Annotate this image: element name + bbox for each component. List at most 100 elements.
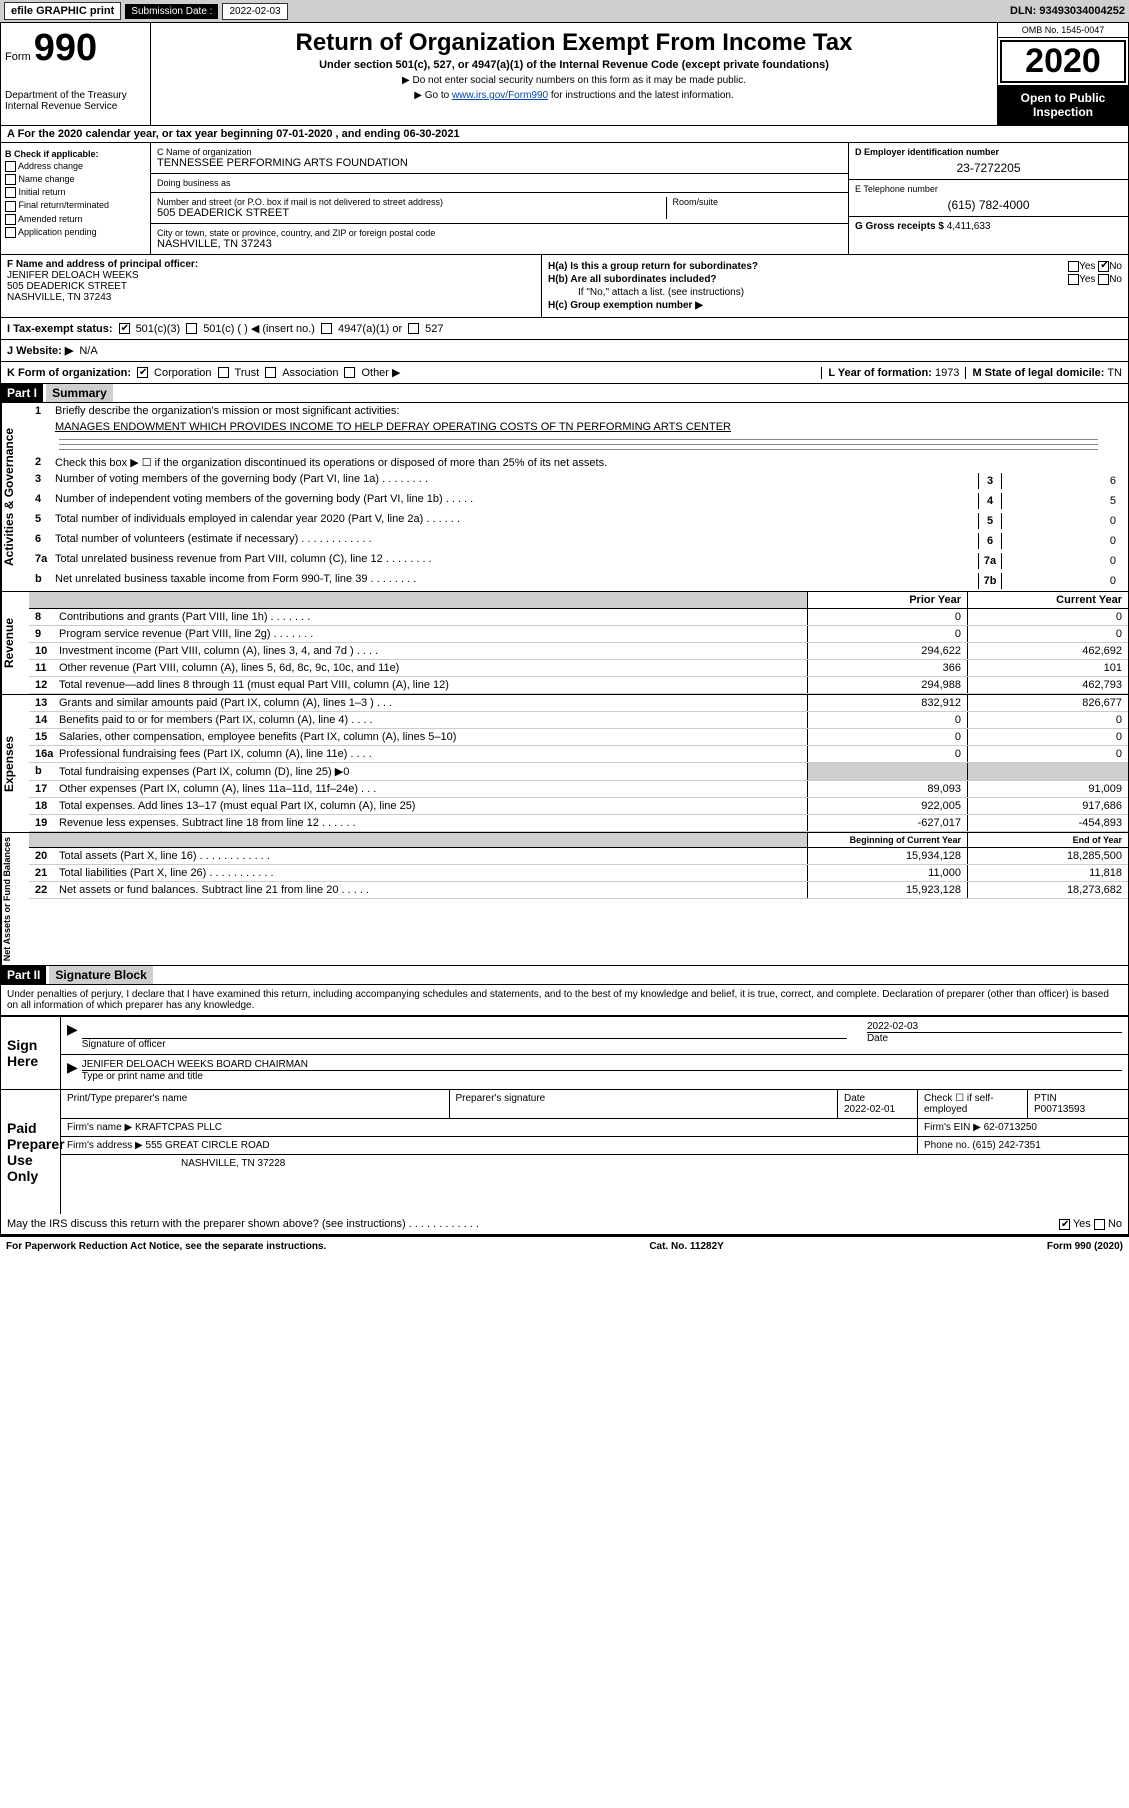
chk-corp[interactable]	[137, 367, 148, 378]
data-row: 9Program service revenue (Part VIII, lin…	[29, 626, 1128, 643]
sign-block: Sign Here ▶ Signature of officer 2022-02…	[1, 1016, 1128, 1089]
cat-no: Cat. No. 11282Y	[649, 1241, 723, 1252]
gov-row: 3Number of voting members of the governi…	[29, 471, 1128, 491]
data-row: 10Investment income (Part VIII, column (…	[29, 643, 1128, 660]
gov-row: 6Total number of volunteers (estimate if…	[29, 531, 1128, 551]
submission-label: Submission Date :	[125, 4, 218, 19]
chk-amended: Amended return	[5, 214, 146, 225]
arrow-icon: ▶	[67, 1059, 78, 1082]
dba-label: Doing business as	[157, 178, 842, 188]
officer-name: JENIFER DELOACH WEEKS	[7, 270, 535, 281]
chk-initial: Initial return	[5, 187, 146, 198]
data-row: 19Revenue less expenses. Subtract line 1…	[29, 815, 1128, 832]
ha-no[interactable]	[1098, 261, 1109, 272]
efile-button[interactable]: efile GRAPHIC print	[4, 2, 121, 20]
ha-yes[interactable]	[1068, 261, 1079, 272]
website: N/A	[79, 345, 97, 357]
chk-name: Name change	[5, 174, 146, 185]
data-row: 14Benefits paid to or for members (Part …	[29, 712, 1128, 729]
hb-yes[interactable]	[1068, 274, 1079, 285]
inspection-badge: Open to Public Inspection	[998, 85, 1128, 125]
ein-label: D Employer identification number	[855, 147, 1122, 157]
form-title: Return of Organization Exempt From Incom…	[161, 29, 987, 57]
discuss-no[interactable]	[1094, 1219, 1105, 1230]
officer-addr2: NASHVILLE, TN 37243	[7, 292, 535, 303]
row-k: K Form of organization: Corporation Trus…	[1, 362, 1128, 384]
irs-link[interactable]: www.irs.gov/Form990	[452, 90, 548, 101]
form-subtitle: Under section 501(c), 527, or 4947(a)(1)…	[161, 59, 987, 71]
row-i: I Tax-exempt status: 501(c)(3) 501(c) ( …	[1, 318, 1128, 340]
chk-address: Address change	[5, 161, 146, 172]
chk-501c[interactable]	[186, 323, 197, 334]
data-row: 13Grants and similar amounts paid (Part …	[29, 695, 1128, 712]
hb-no[interactable]	[1098, 274, 1109, 285]
section-h: H(a) Is this a group return for subordin…	[541, 255, 1128, 317]
mission: MANAGES ENDOWMENT WHICH PROVIDES INCOME …	[55, 421, 1122, 433]
footer: For Paperwork Reduction Act Notice, see …	[0, 1237, 1129, 1256]
chk-501c3[interactable]	[119, 323, 130, 334]
section-b: B Check if applicable: Address change Na…	[1, 143, 151, 254]
form-header: Form 990 Department of the Treasury Inte…	[1, 23, 1128, 126]
hdr-prior: Prior Year	[808, 592, 968, 608]
firm-name: KRAFTCPAS PLLC	[135, 1122, 222, 1133]
addr-label: Number and street (or P.O. box if mail i…	[157, 197, 666, 207]
vert-net: Net Assets or Fund Balances	[1, 833, 29, 965]
hc-label: H(c) Group exemption number ▶	[548, 300, 1122, 311]
hdr-end: End of Year	[968, 833, 1128, 847]
name-label: Type or print name and title	[82, 1071, 1122, 1082]
chk-pending: Application pending	[5, 227, 146, 238]
sign-here: Sign Here	[1, 1017, 61, 1089]
submission-date: 2022-02-03	[222, 3, 287, 20]
data-row: 17Other expenses (Part IX, column (A), l…	[29, 781, 1128, 798]
officer-addr1: 505 DEADERICK STREET	[7, 281, 535, 292]
org-name: TENNESSEE PERFORMING ARTS FOUNDATION	[157, 157, 842, 169]
chk-other[interactable]	[344, 367, 355, 378]
chk-final: Final return/terminated	[5, 200, 146, 211]
officer-print-name: JENIFER DELOACH WEEKS BOARD CHAIRMAN	[82, 1059, 1122, 1071]
discuss-yes[interactable]	[1059, 1219, 1070, 1230]
row-j: J Website: ▶ N/A	[1, 340, 1128, 362]
chk-trust[interactable]	[218, 367, 229, 378]
top-bar: efile GRAPHIC print Submission Date : 20…	[0, 0, 1129, 22]
department: Department of the Treasury Internal Reve…	[5, 90, 146, 112]
city-state-zip: NASHVILLE, TN 37243	[157, 238, 842, 250]
ein: 23-7272205	[855, 157, 1122, 175]
data-row: 15Salaries, other compensation, employee…	[29, 729, 1128, 746]
tax-year: 2020	[1000, 40, 1126, 83]
discuss-row: May the IRS discuss this return with the…	[1, 1214, 1128, 1236]
room-label: Room/suite	[673, 197, 843, 207]
hb-note: If "No," attach a list. (see instruction…	[548, 287, 1122, 298]
gross-label: G Gross receipts $	[855, 221, 944, 232]
paperwork-notice: For Paperwork Reduction Act Notice, see …	[6, 1241, 326, 1252]
chk-assoc[interactable]	[265, 367, 276, 378]
chk-4947[interactable]	[321, 323, 332, 334]
gov-row: 4Number of independent voting members of…	[29, 491, 1128, 511]
officer-label: F Name and address of principal officer:	[7, 259, 535, 270]
chk-527[interactable]	[408, 323, 419, 334]
part2-title: Signature Block	[49, 966, 152, 984]
section-f: F Name and address of principal officer:…	[1, 255, 541, 317]
sec-b-title: B Check if applicable:	[5, 149, 146, 159]
date-label: Date	[867, 1033, 1122, 1044]
data-row: 22Net assets or fund balances. Subtract …	[29, 882, 1128, 899]
section-d: D Employer identification number 23-7272…	[848, 143, 1128, 254]
vert-revenue: Revenue	[1, 592, 29, 694]
data-row: 16aProfessional fundraising fees (Part I…	[29, 746, 1128, 763]
gross-receipts: 4,411,633	[947, 221, 991, 232]
omb-number: OMB No. 1545-0047	[998, 23, 1128, 38]
part1-title: Summary	[46, 384, 113, 402]
data-row: bTotal fundraising expenses (Part IX, co…	[29, 763, 1128, 781]
form-ref: Form 990 (2020)	[1047, 1241, 1123, 1252]
form-word: Form	[5, 51, 31, 63]
data-row: 21Total liabilities (Part X, line 26) . …	[29, 865, 1128, 882]
declaration: Under penalties of perjury, I declare th…	[1, 985, 1128, 1016]
arrow-icon: ▶	[67, 1021, 78, 1050]
hdr-current: Current Year	[968, 592, 1128, 608]
section-c: C Name of organization TENNESSEE PERFORM…	[151, 143, 1128, 254]
data-row: 20Total assets (Part X, line 16) . . . .…	[29, 848, 1128, 865]
sig-date: 2022-02-03	[867, 1021, 1122, 1033]
street-address: 505 DEADERICK STREET	[157, 207, 666, 219]
data-row: 18Total expenses. Add lines 13–17 (must …	[29, 798, 1128, 815]
preparer-block: Paid Preparer Use Only Print/Type prepar…	[1, 1089, 1128, 1214]
vert-governance: Activities & Governance	[1, 403, 29, 591]
